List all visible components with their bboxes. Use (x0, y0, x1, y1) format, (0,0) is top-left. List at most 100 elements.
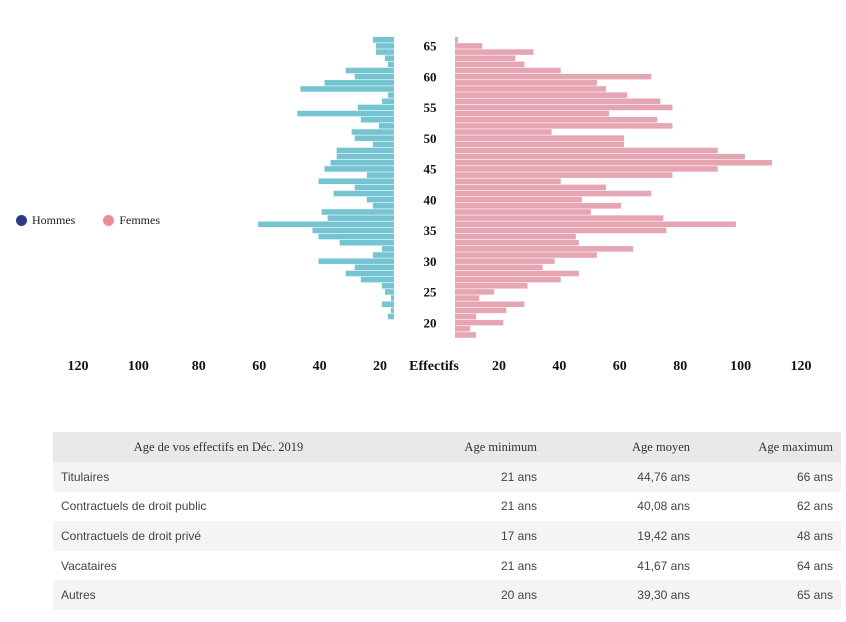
bar-hommes-age-64[interactable] (375, 49, 394, 55)
bar-hommes-age-51[interactable] (351, 129, 394, 135)
bar-hommes-age-49[interactable] (372, 141, 394, 148)
bar-hommes-age-37[interactable] (327, 215, 394, 221)
bar-femmes-age-32[interactable] (455, 246, 634, 252)
bar-femmes-age-58[interactable] (455, 86, 606, 92)
bar-femmes-age-20[interactable] (455, 319, 504, 326)
bar-hommes-age-59[interactable] (324, 80, 394, 86)
bar-hommes-age-40[interactable] (366, 196, 394, 203)
bar-hommes-age-63[interactable] (384, 55, 394, 61)
bar-hommes-age-50[interactable] (354, 135, 394, 141)
bar-hommes-age-31[interactable] (372, 252, 394, 258)
bar-femmes-age-31[interactable] (455, 252, 597, 258)
bar-femmes-age-54[interactable] (455, 110, 610, 117)
bar-hommes-age-41[interactable] (333, 190, 394, 197)
bar-femmes-age-43[interactable] (455, 178, 561, 184)
bar-femmes-age-45[interactable] (455, 166, 718, 172)
bar-hommes-age-44[interactable] (366, 172, 394, 178)
bar-hommes-age-35[interactable] (312, 227, 394, 234)
bar-femmes-age-18[interactable] (455, 332, 477, 338)
bar-femmes-age-48[interactable] (455, 147, 718, 154)
bar-hommes-age-28[interactable] (345, 270, 394, 277)
bar-femmes-age-63[interactable] (455, 55, 516, 61)
bar-hommes-age-30[interactable] (318, 258, 395, 264)
bar-hommes-age-55[interactable] (357, 104, 394, 111)
bar-femmes-age-29[interactable] (455, 264, 543, 271)
bar-hommes-age-53[interactable] (360, 116, 394, 123)
bar-hommes-age-65[interactable] (375, 43, 394, 49)
bar-femmes-age-62[interactable] (455, 61, 525, 68)
bar-hommes-age-34[interactable] (318, 233, 395, 240)
bar-hommes-age-46[interactable] (330, 160, 394, 166)
bar-femmes-age-22[interactable] (455, 307, 507, 314)
bar-hommes-age-62[interactable] (387, 61, 394, 68)
legend-item-hommes[interactable]: Hommes (16, 213, 75, 228)
bar-hommes-age-33[interactable] (339, 239, 394, 246)
femmes-bars (455, 37, 773, 338)
bar-hommes-age-45[interactable] (324, 166, 394, 172)
bar-femmes-age-50[interactable] (455, 135, 625, 141)
bar-femmes-age-57[interactable] (455, 92, 628, 98)
bar-femmes-age-53[interactable] (455, 116, 658, 123)
table-cell: 48 ans (698, 521, 841, 551)
bar-femmes-age-56[interactable] (455, 98, 661, 105)
bar-hommes-age-56[interactable] (381, 98, 394, 105)
bar-femmes-age-65[interactable] (455, 43, 483, 49)
bar-femmes-age-41[interactable] (455, 190, 652, 197)
bar-femmes-age-60[interactable] (455, 73, 652, 80)
bar-hommes-age-24[interactable] (390, 295, 394, 301)
bar-hommes-age-21[interactable] (387, 313, 394, 320)
bar-hommes-age-32[interactable] (381, 246, 394, 252)
bar-hommes-age-58[interactable] (300, 86, 394, 92)
bar-femmes-age-59[interactable] (455, 80, 597, 86)
bar-hommes-age-60[interactable] (354, 73, 394, 80)
bar-femmes-age-46[interactable] (455, 160, 773, 166)
bar-femmes-age-27[interactable] (455, 276, 561, 283)
bar-hommes-age-52[interactable] (378, 123, 394, 129)
bar-hommes-age-43[interactable] (318, 178, 395, 184)
bar-hommes-age-36[interactable] (258, 221, 394, 228)
bar-hommes-age-42[interactable] (354, 184, 394, 191)
bar-hommes-age-26[interactable] (381, 283, 394, 289)
bar-hommes-age-29[interactable] (354, 264, 394, 271)
bar-femmes-age-28[interactable] (455, 270, 579, 277)
bar-femmes-age-34[interactable] (455, 233, 576, 240)
bar-femmes-age-44[interactable] (455, 172, 673, 178)
bar-femmes-age-51[interactable] (455, 129, 552, 135)
legend-item-femmes[interactable]: Femmes (103, 213, 160, 228)
bar-hommes-age-61[interactable] (345, 67, 394, 74)
bar-femmes-age-35[interactable] (455, 227, 667, 234)
bar-hommes-age-38[interactable] (321, 209, 394, 215)
bar-hommes-age-48[interactable] (336, 147, 394, 154)
bar-hommes-age-54[interactable] (297, 110, 394, 117)
bar-femmes-age-19[interactable] (455, 326, 471, 332)
bar-femmes-age-25[interactable] (455, 289, 495, 295)
bar-femmes-age-61[interactable] (455, 67, 561, 74)
bar-femmes-age-21[interactable] (455, 313, 477, 320)
bar-femmes-age-49[interactable] (455, 141, 625, 148)
bar-hommes-age-27[interactable] (360, 276, 394, 283)
bar-femmes-age-26[interactable] (455, 283, 528, 289)
bar-femmes-age-52[interactable] (455, 123, 673, 129)
bar-femmes-age-24[interactable] (455, 295, 480, 301)
bar-hommes-age-57[interactable] (387, 92, 394, 98)
bar-femmes-age-23[interactable] (455, 301, 525, 307)
bar-hommes-age-66[interactable] (372, 37, 394, 43)
bar-hommes-age-23[interactable] (381, 301, 394, 307)
bar-femmes-age-47[interactable] (455, 153, 745, 160)
bar-hommes-age-47[interactable] (336, 153, 394, 160)
bar-femmes-age-37[interactable] (455, 215, 664, 221)
bar-femmes-age-36[interactable] (455, 221, 736, 228)
bar-hommes-age-25[interactable] (384, 289, 394, 295)
bar-femmes-age-39[interactable] (455, 203, 622, 209)
bar-femmes-age-64[interactable] (455, 49, 534, 55)
legend-label-femmes: Femmes (119, 213, 161, 227)
bar-hommes-age-22[interactable] (390, 307, 394, 314)
bar-femmes-age-38[interactable] (455, 209, 591, 215)
bar-hommes-age-39[interactable] (372, 203, 394, 209)
bar-femmes-age-55[interactable] (455, 104, 673, 111)
bar-femmes-age-42[interactable] (455, 184, 606, 191)
bar-femmes-age-33[interactable] (455, 239, 579, 246)
bar-femmes-age-30[interactable] (455, 258, 555, 264)
bar-femmes-age-66[interactable] (455, 37, 459, 43)
bar-femmes-age-40[interactable] (455, 196, 582, 203)
